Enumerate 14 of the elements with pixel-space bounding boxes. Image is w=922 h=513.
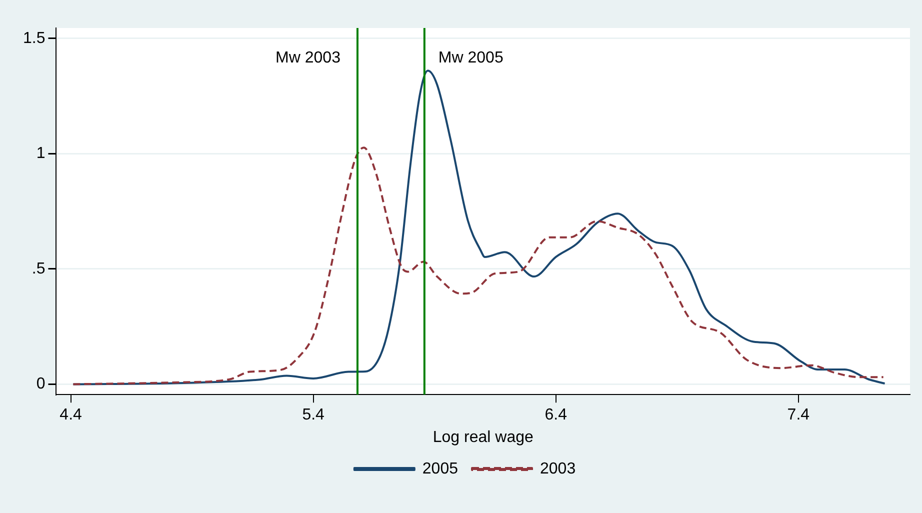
y-tick-label: 1.5 xyxy=(22,30,46,47)
x-tick-label: 5.4 xyxy=(302,406,325,424)
legend-label: 2003 xyxy=(540,460,576,478)
legend-label: 2005 xyxy=(422,460,458,478)
x-tick-label: 4.4 xyxy=(60,406,82,424)
y-tick-label: 1 xyxy=(36,145,46,162)
x-tick-label: 7.4 xyxy=(787,406,810,424)
ref-line-label: Mw 2003 xyxy=(276,49,341,66)
ref-line-label: Mw 2005 xyxy=(438,49,504,66)
x-axis-title: Log real wage xyxy=(432,428,534,446)
x-tick-label: 6.4 xyxy=(544,406,568,424)
line-series xyxy=(72,146,884,386)
y-tick-label: 0 xyxy=(36,376,46,393)
y-tick-label: .5 xyxy=(32,260,46,278)
